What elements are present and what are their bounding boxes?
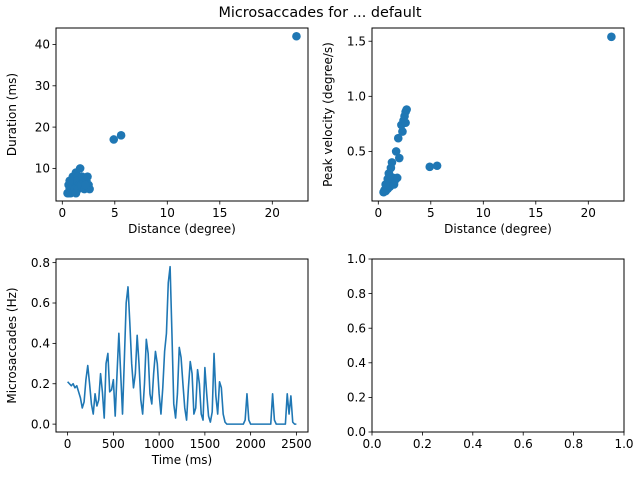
empty-ytick-label-1: 0.2 [347,391,366,405]
peak-velocity-point-19 [398,127,407,136]
duration-xtick-label-3: 15 [212,206,227,220]
empty-ytick-label-3: 0.6 [347,321,366,335]
peak-velocity-point-14 [387,158,397,167]
rate-data-marks [67,265,297,425]
duration-point-24 [83,172,92,181]
duration-point-20 [75,164,85,173]
rate-ytick-label-3: 0.6 [31,296,50,310]
chart-peak-velocity-vs-distance: 0 5 10 15 20 0.5 1.0 1.5 Distance (degree) Peak v… [321,27,625,236]
rate-xtick-label-3: 1500 [190,437,221,451]
rate-xtick-label-0: 0 [64,437,72,451]
empty-xtick-label-5: 1.0 [614,437,633,451]
peak-velocity-xtick-label-4: 20 [581,206,596,220]
rate-xtick-label-5: 2500 [281,437,312,451]
empty-ytick-label-0: 0.0 [347,425,366,439]
duration-axes-frame [55,27,309,202]
duration-xtick-label-2: 10 [160,206,175,220]
rate-ytick-label-1: 0.2 [31,377,50,391]
peak-velocity-point-16 [391,147,401,156]
duration-point-29 [65,176,74,186]
duration-ytick-label-2: 30 [35,79,50,93]
rate-xtick-label-2: 1000 [144,437,175,451]
rate-ytick-label-0: 0.0 [31,417,50,431]
duration-xtick-label-1: 5 [111,206,119,220]
empty-xtick-label-2: 0.4 [463,437,482,451]
empty-xtick-label-1: 0.2 [413,437,432,451]
rate-xtick-label-4: 2000 [235,437,266,451]
peak-velocity-ylabel: Peak velocity (degree/s) [321,42,335,187]
peak-velocity-xtick-label-0: 0 [374,206,382,220]
empty-axes-frame [371,258,625,433]
duration-point-32 [292,31,301,41]
peak-velocity-point-29 [425,162,435,172]
duration-ylabel: Duration (ms) [5,73,19,156]
peak-velocity-xtick-label-2: 10 [476,206,491,220]
peak-velocity-ytick-label-1: 1.0 [347,90,366,104]
peak-velocity-point-25 [401,118,410,128]
rate-xtick-label-1: 500 [102,437,125,451]
peak-velocity-data-marks [379,32,616,197]
chart-empty-axes: 0.0 0.2 0.4 0.6 0.8 1.0 0.0 0.2 0.4 0.6 0.8 1.0 [347,252,634,451]
chart-duration-vs-distance: 0 5 10 15 20 10 20 30 40 Distance (degree) Duratio… [5,27,309,236]
duration-point-28 [71,188,81,198]
duration-point-27 [81,180,90,190]
figure-title: Microsaccades for ... default [218,5,421,21]
peak-velocity-point-18 [395,153,404,163]
duration-point-30 [109,135,119,144]
rate-xlabel: Time (ms) [151,453,213,467]
empty-xtick-label-0: 0.0 [362,437,381,451]
duration-ytick-label-0: 10 [35,162,50,176]
duration-xtick-label-0: 0 [58,206,66,220]
peak-velocity-ytick-label-2: 1.5 [347,34,366,48]
peak-velocity-point-28 [385,171,395,180]
peak-velocity-point-24 [402,105,411,114]
empty-ytick-label-2: 0.4 [347,356,366,370]
duration-ytick-label-3: 40 [35,38,50,52]
rate-ylabel: Microsaccades (Hz) [5,287,19,403]
duration-data-marks [63,31,301,198]
peak-velocity-xtick-label-3: 15 [528,206,543,220]
duration-ytick-label-1: 20 [35,120,50,134]
peak-velocity-ytick-label-0: 0.5 [347,145,366,159]
empty-ytick-label-4: 0.8 [347,287,366,301]
empty-xtick-label-3: 0.6 [514,437,533,451]
rate-ytick-label-4: 0.8 [31,256,50,270]
peak-velocity-xlabel: Distance (degree) [444,222,552,236]
duration-point-31 [116,131,126,140]
peak-velocity-point-17 [393,133,403,143]
duration-xlabel: Distance (degree) [128,222,236,236]
peak-velocity-point-15 [392,173,402,183]
peak-velocity-point-31 [607,32,616,42]
empty-xtick-label-4: 0.8 [564,437,583,451]
rate-axes-frame [55,258,309,433]
chart-microsaccade-rate-over-time: 0 500 1000 1500 2000 2500 0.0 0.2 0.4 0.6 0.8 Time … [5,256,312,467]
peak-velocity-xtick-label-1: 5 [427,206,435,220]
peak-velocity-point-30 [432,161,442,171]
duration-xtick-label-4: 20 [265,206,280,220]
peak-velocity-axes-frame [371,27,625,202]
empty-ytick-label-5: 1.0 [347,252,366,266]
rate-series-line [67,265,297,425]
rate-ytick-label-2: 0.4 [31,337,50,351]
